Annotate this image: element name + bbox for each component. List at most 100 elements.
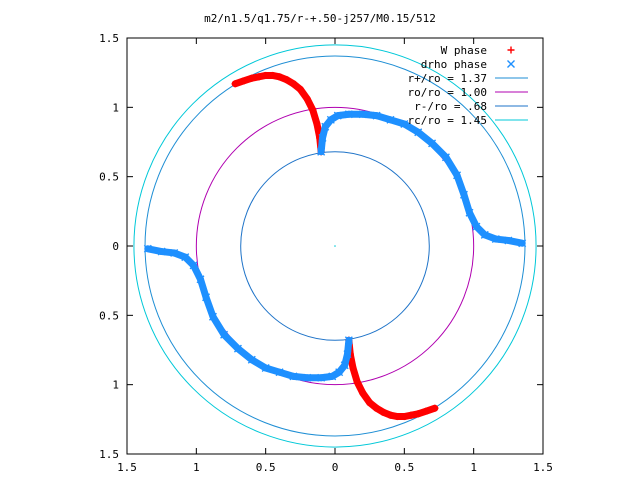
data-point bbox=[143, 244, 152, 253]
marker-plus bbox=[380, 408, 388, 416]
data-point bbox=[181, 253, 190, 262]
data-point bbox=[393, 413, 401, 421]
data-point bbox=[414, 410, 422, 418]
marker-plus bbox=[231, 80, 239, 88]
marker-cross bbox=[507, 60, 515, 68]
marker-plus bbox=[407, 411, 415, 419]
legend-label: W phase bbox=[441, 44, 487, 57]
data-point bbox=[262, 71, 270, 79]
legend-swatch bbox=[507, 46, 515, 54]
y-tick-label: 0.5 bbox=[99, 309, 119, 322]
data-point bbox=[480, 230, 489, 239]
data-point bbox=[255, 73, 263, 81]
x-tick-label: 0.5 bbox=[256, 461, 276, 474]
marker-cross bbox=[317, 147, 326, 156]
marker-cross bbox=[344, 336, 353, 345]
legend-label: rc/ro = 1.45 bbox=[408, 114, 487, 127]
marker-cross bbox=[518, 239, 527, 248]
data-point bbox=[239, 77, 247, 85]
data-point bbox=[326, 115, 335, 124]
legend-label: r+/ro = 1.37 bbox=[408, 72, 487, 85]
marker-plus bbox=[239, 77, 247, 85]
data-point bbox=[289, 372, 298, 381]
marker-cross bbox=[157, 247, 166, 256]
data-point bbox=[248, 74, 256, 82]
data-point bbox=[303, 373, 312, 382]
marker-plus bbox=[269, 71, 277, 79]
y-tick-label: 1.5 bbox=[99, 448, 119, 461]
marker-cross bbox=[321, 122, 330, 131]
series-trail bbox=[504, 236, 526, 247]
marker-cross bbox=[196, 275, 205, 284]
data-point bbox=[208, 312, 217, 321]
marker-plus bbox=[431, 404, 439, 412]
marker-cross bbox=[289, 372, 298, 381]
legend-label: drho phase bbox=[421, 58, 487, 71]
circle-1 bbox=[195, 106, 475, 386]
marker-cross bbox=[343, 350, 352, 359]
x-tick-label: 1.5 bbox=[117, 461, 137, 474]
data-point bbox=[318, 133, 327, 142]
data-point bbox=[373, 404, 381, 412]
data-point bbox=[400, 413, 408, 421]
marker-plus bbox=[262, 71, 270, 79]
center-point bbox=[334, 245, 336, 247]
marker-cross bbox=[472, 222, 481, 231]
x-tick-label: 0.5 bbox=[394, 461, 414, 474]
marker-plus bbox=[303, 95, 311, 103]
series-trail bbox=[209, 313, 228, 339]
marker-plus bbox=[309, 106, 317, 114]
data-point bbox=[441, 153, 450, 162]
marker-cross bbox=[181, 253, 190, 262]
y-tick-label: 1.5 bbox=[99, 32, 119, 45]
marker-cross bbox=[202, 293, 211, 302]
data-point bbox=[328, 372, 337, 381]
series-trail bbox=[144, 245, 166, 256]
data-point bbox=[353, 378, 361, 386]
data-point bbox=[233, 344, 242, 353]
data-point bbox=[386, 411, 394, 419]
series-trail bbox=[442, 153, 461, 179]
data-point bbox=[276, 73, 284, 81]
data-point bbox=[504, 236, 513, 245]
marker-cross bbox=[318, 133, 327, 142]
marker-plus bbox=[366, 399, 374, 407]
y-tick-label: 1 bbox=[112, 379, 119, 392]
circle-1.45 bbox=[133, 44, 537, 448]
marker-cross bbox=[344, 110, 353, 119]
marker-cross bbox=[480, 230, 489, 239]
marker-cross bbox=[170, 248, 179, 257]
data-point bbox=[459, 190, 468, 199]
data-point bbox=[335, 368, 344, 377]
marker-plus bbox=[423, 407, 431, 415]
data-point bbox=[358, 110, 367, 119]
data-point bbox=[386, 115, 395, 124]
marker-cross bbox=[143, 244, 152, 253]
marker-cross bbox=[208, 312, 217, 321]
legend-label: ro/ro = 1.00 bbox=[408, 86, 487, 99]
marker-cross bbox=[453, 171, 462, 180]
data-point bbox=[472, 222, 481, 231]
marker-cross bbox=[233, 344, 242, 353]
data-point bbox=[289, 80, 297, 88]
marker-plus bbox=[393, 413, 401, 421]
data-point bbox=[170, 248, 179, 257]
x-tick-label: 0 bbox=[332, 461, 339, 474]
marker-plus bbox=[349, 364, 357, 372]
marker-plus bbox=[353, 378, 361, 386]
data-point bbox=[269, 71, 277, 79]
data-point bbox=[321, 122, 330, 131]
data-point bbox=[220, 330, 229, 339]
marker-cross bbox=[189, 261, 198, 270]
data-point bbox=[275, 368, 284, 377]
data-point bbox=[400, 119, 409, 128]
marker-cross bbox=[386, 115, 395, 124]
data-point bbox=[344, 336, 353, 345]
data-point bbox=[465, 208, 474, 217]
data-point bbox=[453, 171, 462, 180]
marker-cross bbox=[335, 368, 344, 377]
legend-label: r-/ro = .68 bbox=[414, 100, 487, 113]
axis-ticks: 1.5 1 0.5 0 0.5 1 1.51.510.500.511.5 bbox=[99, 32, 553, 474]
marker-plus bbox=[296, 85, 304, 93]
